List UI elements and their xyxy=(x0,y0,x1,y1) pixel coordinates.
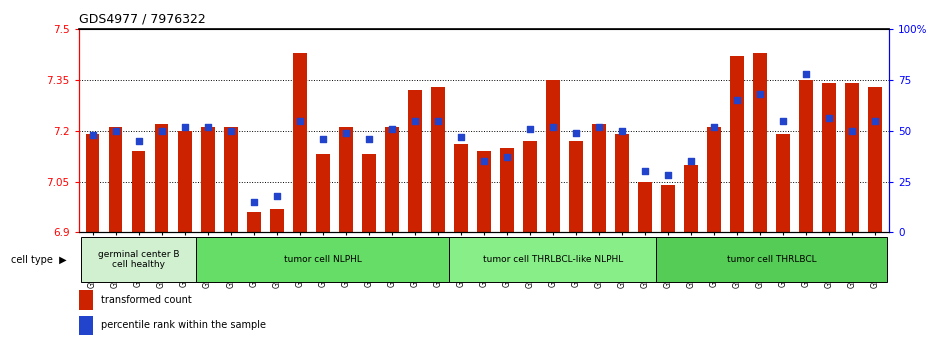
Point xyxy=(338,130,353,136)
Bar xyxy=(454,144,468,232)
Point xyxy=(569,130,583,136)
Point xyxy=(545,124,560,130)
Bar xyxy=(155,124,169,232)
Bar xyxy=(224,127,238,232)
Point xyxy=(131,138,146,144)
Text: tumor cell THRLBCL-like NLPHL: tumor cell THRLBCL-like NLPHL xyxy=(482,255,623,264)
Bar xyxy=(79,290,94,310)
Point xyxy=(845,128,859,134)
Bar xyxy=(657,237,887,282)
Bar xyxy=(730,56,744,232)
Bar xyxy=(500,148,514,232)
Point xyxy=(776,118,791,123)
Bar xyxy=(753,53,767,232)
Point xyxy=(454,134,469,140)
Point xyxy=(499,154,514,160)
Point xyxy=(293,118,307,123)
Point xyxy=(683,158,698,164)
Point xyxy=(361,136,376,142)
Bar xyxy=(178,131,192,232)
Bar xyxy=(661,185,675,232)
Point xyxy=(638,168,653,174)
Bar xyxy=(592,124,606,232)
Bar xyxy=(201,127,215,232)
Bar xyxy=(316,154,330,232)
Bar xyxy=(407,90,421,232)
Bar xyxy=(615,134,629,232)
Point xyxy=(615,128,630,134)
Point xyxy=(730,97,745,103)
Bar xyxy=(845,83,859,232)
Point xyxy=(407,118,422,123)
Bar xyxy=(569,141,582,232)
Point xyxy=(246,199,261,205)
Text: tumor cell NLPHL: tumor cell NLPHL xyxy=(283,255,362,264)
Text: tumor cell THRLBCL: tumor cell THRLBCL xyxy=(727,255,817,264)
Bar xyxy=(339,127,353,232)
Point xyxy=(476,158,491,164)
Bar xyxy=(869,87,882,232)
Point xyxy=(269,193,284,199)
Bar xyxy=(196,237,449,282)
Point xyxy=(868,118,882,123)
Point xyxy=(431,118,445,123)
Bar xyxy=(707,127,721,232)
Point xyxy=(223,128,238,134)
Bar xyxy=(638,182,652,232)
Point xyxy=(753,91,768,97)
Text: GDS4977 / 7976322: GDS4977 / 7976322 xyxy=(79,12,206,25)
Point xyxy=(799,71,814,77)
Point xyxy=(821,115,836,121)
Bar xyxy=(246,212,260,232)
Point xyxy=(592,124,607,130)
Bar xyxy=(546,80,560,232)
Point xyxy=(707,124,721,130)
Bar xyxy=(776,134,790,232)
Point xyxy=(154,128,169,134)
Point xyxy=(177,124,192,130)
Bar xyxy=(822,83,836,232)
Bar xyxy=(293,53,307,232)
Point xyxy=(522,126,537,131)
Bar xyxy=(81,237,196,282)
Bar xyxy=(799,80,813,232)
Bar xyxy=(684,164,698,232)
Point xyxy=(108,128,123,134)
Bar xyxy=(79,316,94,335)
Bar xyxy=(385,127,399,232)
Text: germinal center B
cell healthy: germinal center B cell healthy xyxy=(98,250,180,269)
Bar xyxy=(85,134,99,232)
Point xyxy=(660,172,675,178)
Text: transformed count: transformed count xyxy=(102,295,193,306)
Bar xyxy=(108,127,122,232)
Bar xyxy=(477,151,491,232)
Bar xyxy=(523,141,537,232)
Bar xyxy=(131,151,145,232)
Bar xyxy=(449,237,657,282)
Point xyxy=(315,136,330,142)
Text: percentile rank within the sample: percentile rank within the sample xyxy=(102,321,267,330)
Bar xyxy=(269,209,283,232)
Text: cell type  ▶: cell type ▶ xyxy=(11,254,67,265)
Point xyxy=(384,126,399,131)
Point xyxy=(200,124,215,130)
Point xyxy=(85,132,100,138)
Bar xyxy=(431,87,444,232)
Bar xyxy=(362,154,376,232)
